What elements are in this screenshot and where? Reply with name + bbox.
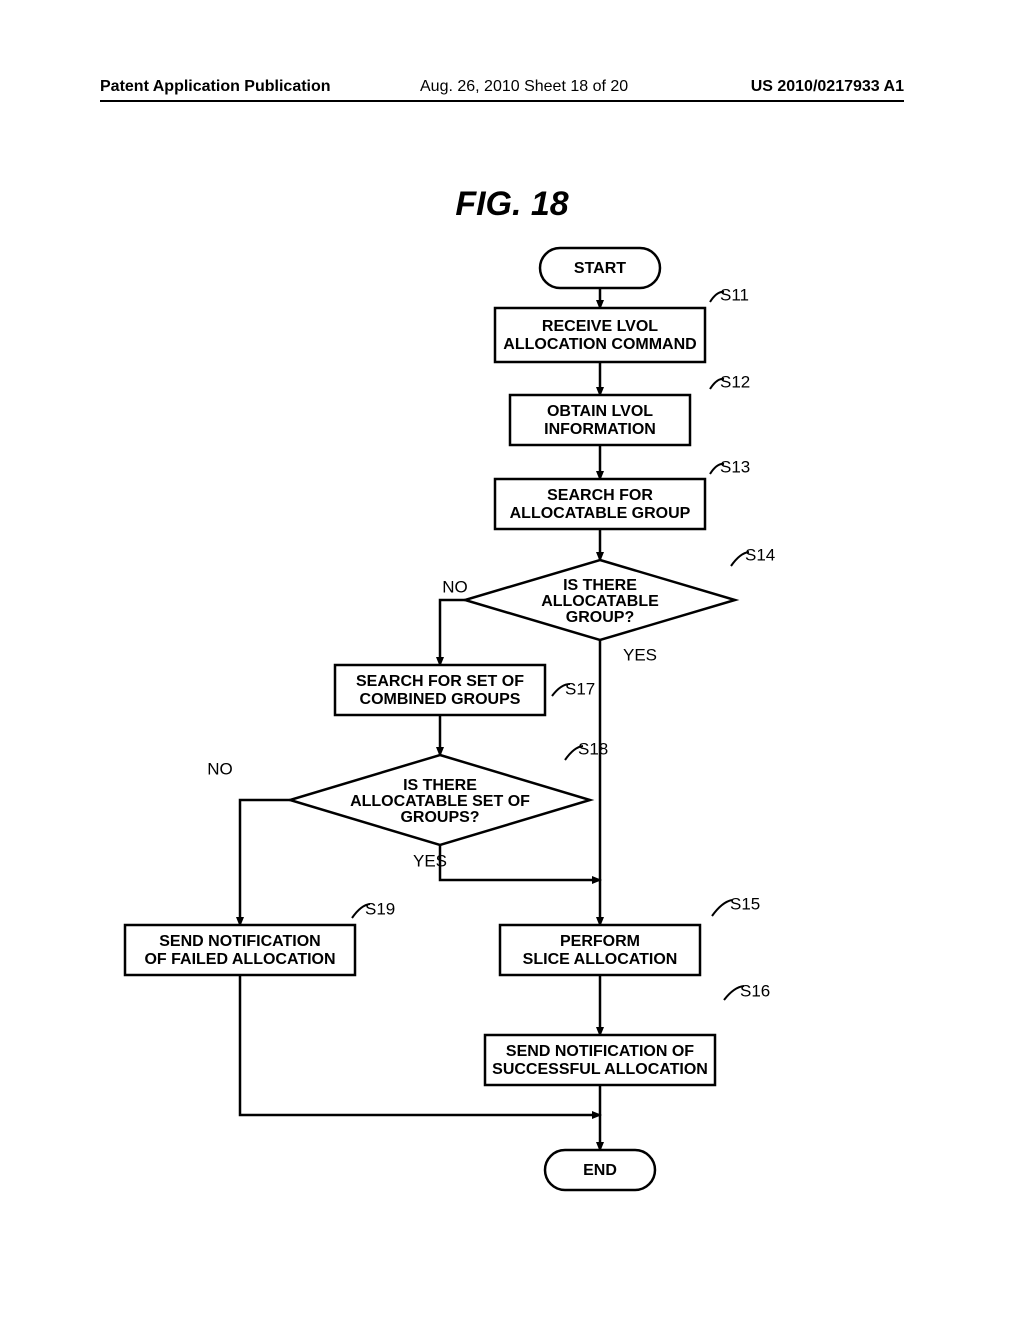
- step-label-s13: S13: [720, 457, 750, 476]
- label-s12-2: INFORMATION: [544, 421, 656, 438]
- edge: [440, 600, 465, 665]
- edge: [240, 800, 290, 925]
- yes-s14: YES: [623, 645, 657, 664]
- label-s15-1: PERFORM: [560, 933, 640, 950]
- no-s14: NO: [442, 577, 468, 596]
- label-end: END: [583, 1162, 617, 1179]
- step-label-s18: S18: [578, 739, 608, 758]
- step-label-s17: S17: [565, 679, 595, 698]
- label-s13-2: ALLOCATABLE GROUP: [510, 505, 691, 522]
- label-s16-2: SUCCESSFUL ALLOCATION: [492, 1061, 708, 1078]
- label-s17-1: SEARCH FOR SET OF: [356, 673, 524, 690]
- label-s15-2: SLICE ALLOCATION: [523, 951, 678, 968]
- label-s18-3: GROUPS?: [400, 809, 479, 826]
- step-label-s12: S12: [720, 372, 750, 391]
- label-s11-1: RECEIVE LVOL: [542, 318, 658, 335]
- edge: [440, 845, 600, 880]
- label-s13-1: SEARCH FOR: [547, 487, 653, 504]
- label-s18-2: ALLOCATABLE SET OF: [350, 793, 530, 810]
- step-label-s15: S15: [730, 894, 760, 913]
- step-label-s16: S16: [740, 981, 770, 1000]
- label-s19-1: SEND NOTIFICATION: [159, 933, 320, 950]
- label-s14-2: ALLOCATABLE: [541, 593, 659, 610]
- label-s17-2: COMBINED GROUPS: [360, 691, 521, 708]
- flowchart: START RECEIVE LVOLALLOCATION COMMAND S11 OB…: [0, 0, 1024, 1320]
- label-s16-1: SEND NOTIFICATION OF: [506, 1043, 694, 1060]
- step-label-s11: S11: [720, 285, 749, 304]
- no-s18: NO: [207, 759, 233, 778]
- label-s12-1: OBTAIN LVOL: [547, 403, 653, 420]
- label-start: START: [574, 260, 626, 277]
- yes-s18: YES: [413, 851, 447, 870]
- label-s19-2: OF FAILED ALLOCATION: [144, 951, 335, 968]
- label-s14-1: IS THERE: [563, 577, 637, 594]
- step-label-s19: S19: [365, 899, 395, 918]
- label-s18-1: IS THERE: [403, 777, 477, 794]
- label-s14-3: GROUP?: [566, 609, 634, 626]
- tag-tick: [712, 900, 732, 916]
- page: Patent Application Publication Aug. 26, …: [0, 0, 1024, 1320]
- step-label-s14: S14: [745, 545, 775, 564]
- label-s11-2: ALLOCATION COMMAND: [503, 336, 696, 353]
